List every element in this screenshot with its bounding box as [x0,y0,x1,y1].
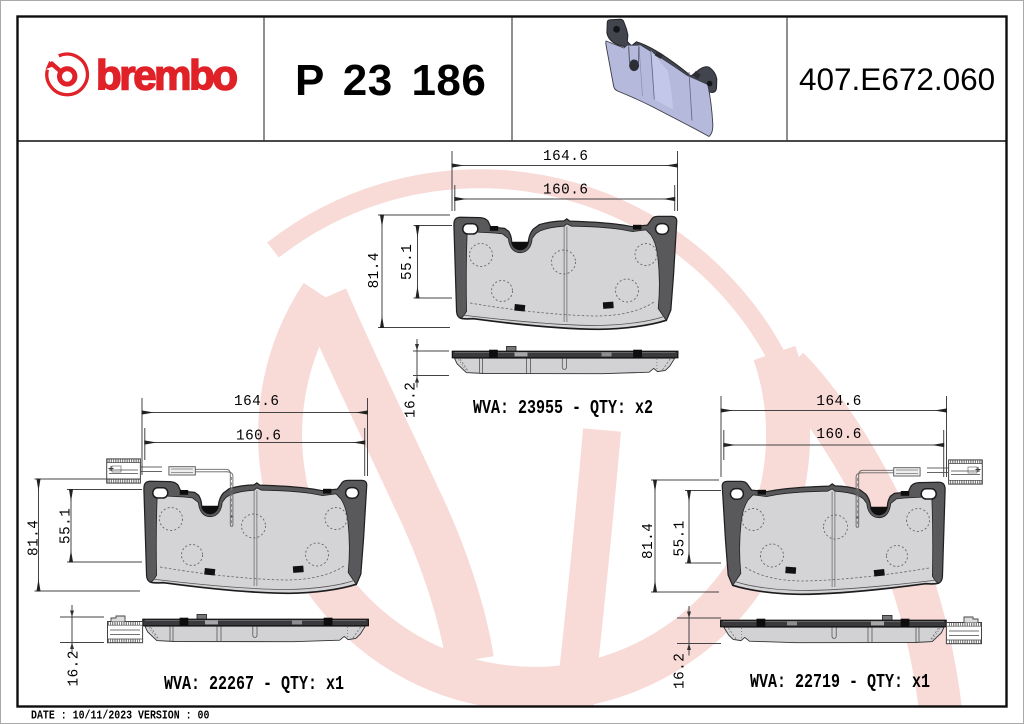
svg-text:160.6: 160.6 [543,183,588,199]
svg-text:16.2: 16.2 [404,382,420,418]
svg-text:55.1: 55.1 [672,520,688,556]
svg-text:brembo: brembo [96,52,237,99]
svg-text:16.2: 16.2 [672,653,688,689]
svg-text:55.1: 55.1 [59,508,75,544]
svg-text:81.4: 81.4 [367,252,383,288]
svg-text:164.6: 164.6 [816,394,861,410]
svg-text:16.2: 16.2 [66,650,82,686]
svg-text:407.E672.060: 407.E672.060 [799,61,995,97]
svg-text:164.6: 164.6 [234,394,279,410]
svg-text:DATE : 10/11/2023 VERSION : 00: DATE : 10/11/2023 VERSION : 00 [31,710,209,723]
svg-text:81.4: 81.4 [27,520,43,556]
svg-text:WVA: 22719 - QTY: x1: WVA: 22719 - QTY: x1 [750,673,930,694]
svg-text:55.1: 55.1 [400,244,416,280]
svg-text:81.4: 81.4 [641,523,657,559]
svg-text:160.6: 160.6 [236,429,281,445]
svg-text:P 23 186: P 23 186 [295,56,486,105]
svg-text:164.6: 164.6 [543,149,588,165]
svg-text:WVA: 22267 - QTY: x1: WVA: 22267 - QTY: x1 [164,675,344,696]
svg-text:160.6: 160.6 [816,427,861,443]
svg-text:WVA: 23955 - QTY: x2: WVA: 23955 - QTY: x2 [473,399,653,420]
